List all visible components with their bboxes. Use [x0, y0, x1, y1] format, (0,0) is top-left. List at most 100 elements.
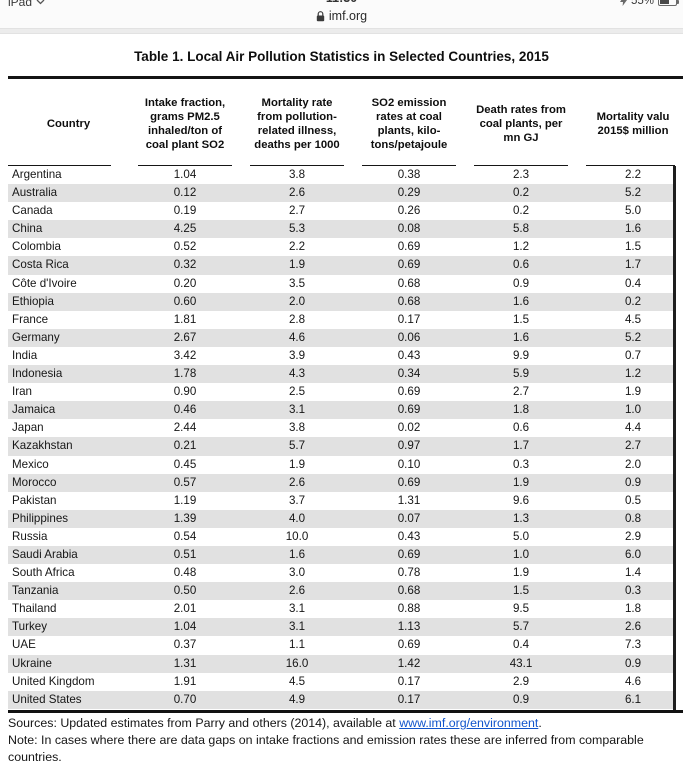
- battery-icon: [658, 0, 679, 6]
- environment-link[interactable]: www.imf.org/environment: [399, 716, 539, 730]
- value-cell: 6.1: [624, 692, 642, 706]
- value-cell: 0.07: [397, 511, 421, 525]
- status-bar: iPad 11:30 55% imf.org: [0, 0, 683, 34]
- table-row: Jamaica 0.46 3.1 0.69 1.8 1.0: [8, 401, 675, 420]
- country-cell: China: [12, 222, 43, 236]
- column-header: SO2 emission rates at coal plants, kilo-…: [353, 84, 465, 166]
- table-row: Colombia 0.52 2.2 0.69 1.2 1.5: [8, 238, 675, 256]
- device-menu[interactable]: iPad: [8, 0, 45, 9]
- value-cell: 1.13: [397, 620, 421, 634]
- value-cell: 1.0: [624, 403, 642, 417]
- value-cell: 0.9: [512, 692, 530, 706]
- table-row: Japan 2.44 3.8 0.02 0.6 4.4: [8, 419, 675, 437]
- value-cell: 0.9: [512, 276, 530, 290]
- table-row: Ukraine 1.31 16.0 1.42 43.1 0.9: [8, 654, 675, 673]
- value-cell: 0.70: [173, 692, 197, 706]
- value-cell: 1.31: [173, 656, 197, 670]
- value-cell: 1.0: [512, 547, 530, 561]
- table-header-row: Country Intake fraction, grams PM2.5 inha…: [8, 84, 675, 166]
- value-cell: 0.2: [512, 204, 530, 218]
- table-row: Costa Rica 0.32 1.9 0.69 0.6 1.7: [8, 256, 675, 275]
- table-right-border: [673, 166, 676, 711]
- value-cell: 4.25: [173, 222, 197, 236]
- value-cell: 5.3: [288, 222, 306, 236]
- table-row: United States 0.70 4.9 0.17 0.9 6.1: [8, 690, 675, 709]
- country-cell: Morocco: [12, 475, 57, 489]
- value-cell: 0.8: [624, 511, 642, 525]
- country-cell: Tanzania: [12, 584, 59, 598]
- table-row: United Kingdom 1.91 4.5 0.17 2.9 4.6: [8, 673, 675, 691]
- value-cell: 0.69: [397, 385, 421, 399]
- value-cell: 1.42: [397, 656, 421, 670]
- value-cell: 0.78: [397, 566, 421, 580]
- country-cell: Indonesia: [12, 367, 63, 381]
- table-row: UAE 0.37 1.1 0.69 0.4 7.3: [8, 636, 675, 654]
- column-header: Intake fraction, grams PM2.5 inhaled/ton…: [129, 84, 241, 166]
- value-cell: 0.17: [397, 674, 421, 688]
- value-cell: 5.9: [512, 367, 530, 381]
- table-top-rule: [8, 76, 683, 79]
- country-cell: UAE: [12, 638, 36, 652]
- value-cell: 0.50: [173, 584, 197, 598]
- value-cell: 1.7: [624, 258, 642, 272]
- value-cell: 1.5: [624, 240, 642, 254]
- country-cell: Russia: [12, 529, 48, 543]
- country-cell: South Africa: [12, 566, 75, 580]
- value-cell: 0.46: [173, 403, 197, 417]
- table-row: Indonesia 1.78 4.3 0.34 5.9 1.2: [8, 365, 675, 384]
- value-cell: 16.0: [285, 656, 309, 670]
- country-cell: United Kingdom: [12, 674, 95, 688]
- device-label: iPad: [8, 0, 33, 9]
- value-cell: 0.97: [397, 439, 421, 453]
- country-cell: Mexico: [12, 457, 49, 471]
- value-cell: 1.3: [512, 511, 530, 525]
- value-cell: 0.52: [173, 240, 197, 254]
- value-cell: 43.1: [509, 656, 533, 670]
- value-cell: 0.19: [173, 204, 197, 218]
- value-cell: 2.6: [624, 620, 642, 634]
- charging-bolt-icon: [619, 0, 627, 6]
- value-cell: 2.6: [288, 584, 306, 598]
- value-cell: 0.68: [397, 276, 421, 290]
- value-cell: 2.67: [173, 330, 197, 344]
- table-row: Saudi Arabia 0.51 1.6 0.69 1.0 6.0: [8, 545, 675, 565]
- value-cell: 2.7: [288, 204, 306, 218]
- value-cell: 0.10: [397, 457, 421, 471]
- value-cell: 1.5: [512, 584, 530, 598]
- value-cell: 10.0: [285, 529, 309, 543]
- value-cell: 0.68: [397, 294, 421, 308]
- value-cell: 0.68: [397, 584, 421, 598]
- table-row: Argentina 1.04 3.8 0.38 2.3 2.2: [8, 166, 675, 184]
- value-cell: 0.34: [397, 367, 421, 381]
- table-row: Australia 0.12 2.6 0.29 0.2 5.2: [8, 184, 675, 203]
- country-cell: Ukraine: [12, 656, 52, 670]
- country-cell: Kazakhstan: [12, 439, 73, 453]
- table-row: Mexico 0.45 1.9 0.10 0.3 2.0: [8, 456, 675, 474]
- value-cell: 6.0: [624, 547, 642, 561]
- value-cell: 0.2: [512, 186, 530, 200]
- value-cell: 0.17: [397, 312, 421, 326]
- table-row: France 1.81 2.8 0.17 1.5 4.5: [8, 311, 675, 329]
- value-cell: 0.3: [624, 584, 642, 598]
- value-cell: 4.5: [624, 312, 642, 326]
- value-cell: 2.0: [288, 294, 306, 308]
- value-cell: 1.9: [288, 457, 306, 471]
- country-cell: Argentina: [12, 168, 62, 181]
- value-cell: 0.69: [397, 240, 421, 254]
- sources-period: .: [538, 716, 542, 730]
- value-cell: 2.44: [173, 421, 197, 435]
- value-cell: 0.12: [173, 186, 197, 200]
- sources-text: Sources: Updated estimates from Parry an…: [8, 716, 400, 730]
- value-cell: 3.7: [288, 493, 306, 507]
- value-cell: 0.02: [397, 421, 421, 435]
- value-cell: 1.6: [512, 294, 530, 308]
- value-cell: 1.9: [624, 385, 642, 399]
- value-cell: 0.2: [624, 294, 642, 308]
- value-cell: 0.69: [397, 403, 421, 417]
- value-cell: 1.4: [624, 566, 642, 580]
- value-cell: 3.8: [288, 168, 306, 181]
- value-cell: 4.5: [288, 674, 306, 688]
- table-row: India 3.42 3.9 0.43 9.9 0.7: [8, 347, 675, 365]
- country-cell: France: [12, 312, 49, 326]
- address-bar[interactable]: imf.org: [0, 9, 683, 23]
